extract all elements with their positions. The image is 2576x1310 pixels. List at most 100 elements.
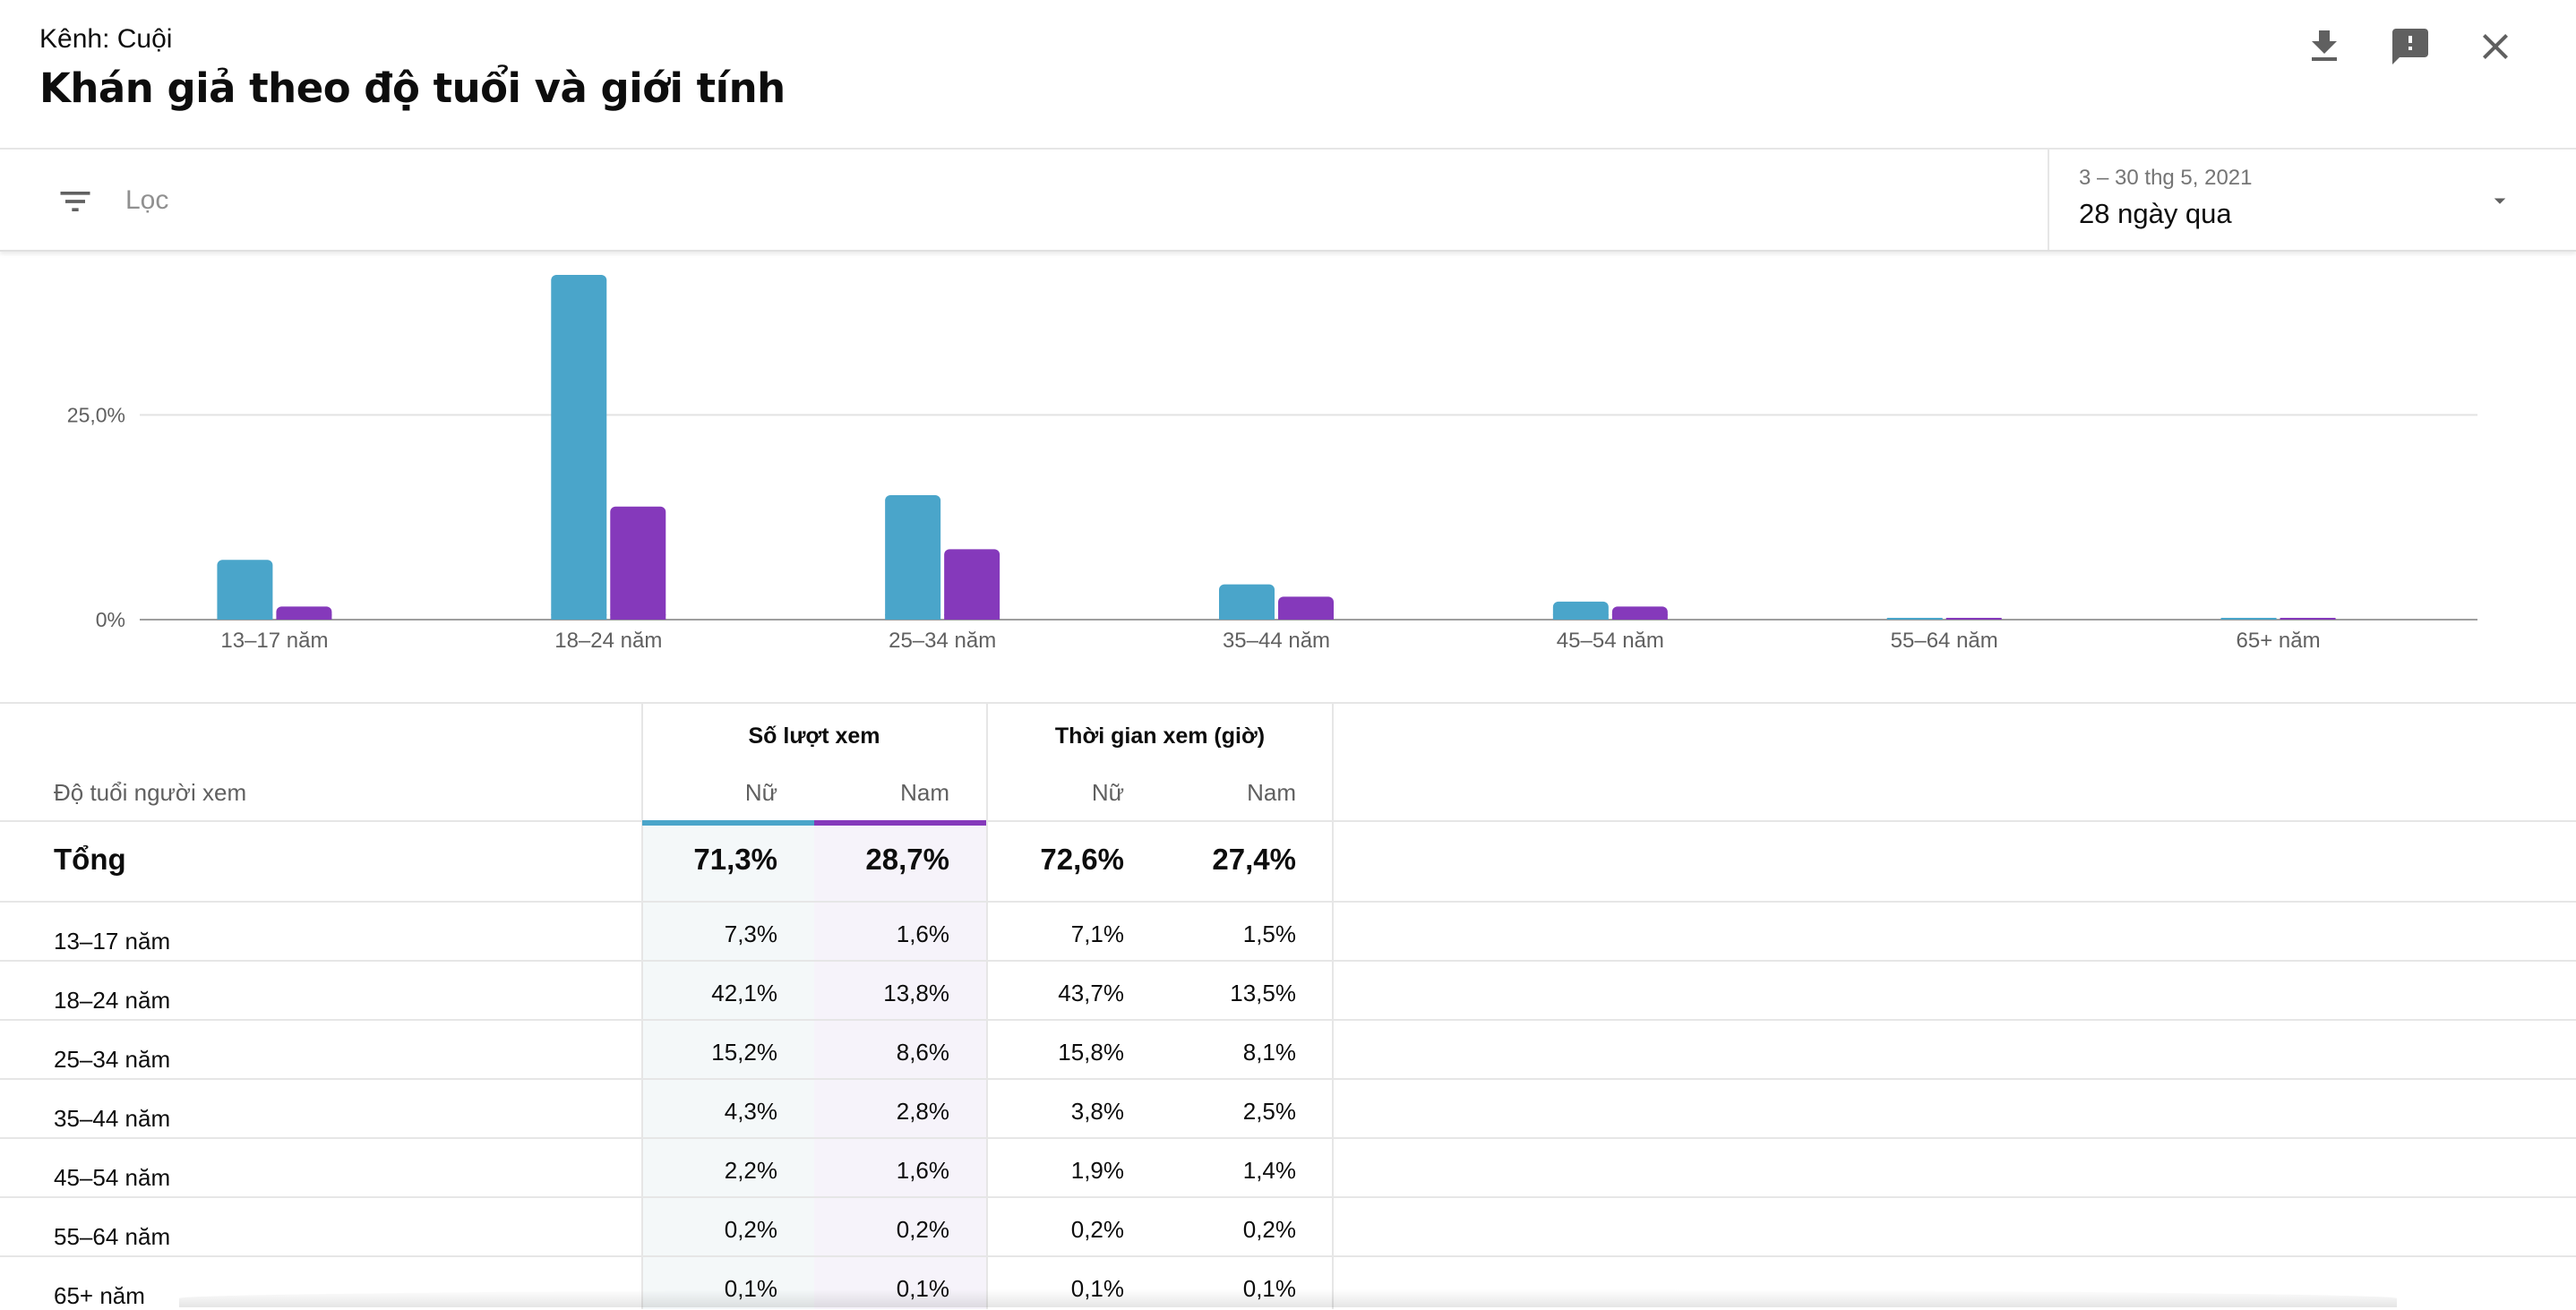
bar-male [610, 506, 666, 620]
column-divider [986, 704, 988, 1309]
table-cell: 0,2% [1242, 1216, 1296, 1243]
total-value: 72,6% [1040, 843, 1124, 876]
table-cell: 0,2% [724, 1216, 777, 1243]
table-cell: 13,5% [1230, 980, 1296, 1006]
table-cell: 8,1% [1242, 1039, 1296, 1066]
y-tick-label: 0% [96, 608, 125, 631]
row-divider [0, 901, 2576, 903]
row-divider [0, 1255, 2576, 1257]
row-label: 35–44 năm [54, 1105, 171, 1132]
table-cell: 2,8% [896, 1098, 949, 1125]
x-tick-label: 13–17 năm [220, 629, 328, 653]
bar-male-base [2280, 618, 2336, 620]
group-header-watch-time: Thời gian xem (giờ) [1054, 723, 1266, 749]
table-cell: 0,1% [724, 1275, 777, 1302]
row-divider [0, 1019, 2576, 1021]
table-cell: 0,1% [896, 1275, 949, 1302]
total-value: 28,7% [865, 843, 949, 876]
audience-table: Số lượt xem Thời gian xem (giờ) Độ tuổi ng… [0, 702, 2576, 1309]
bar-female-base [885, 614, 941, 620]
bar-male-base [1945, 618, 2002, 620]
bar-female [885, 494, 941, 620]
female-color-underline [642, 820, 814, 826]
table-cell: 7,3% [724, 920, 777, 947]
page-title: Khán giả theo độ tuổi và giới tính [39, 64, 786, 112]
row-label: 65+ năm [54, 1282, 145, 1309]
table-cell: 2,2% [724, 1157, 777, 1184]
female-views-column-bg [642, 824, 814, 1309]
bar-female [551, 275, 607, 620]
close-icon[interactable] [2474, 25, 2517, 68]
dialog-header: Kênh: Cuội Khán giả theo độ tuổi và giới… [0, 0, 2576, 149]
download-icon[interactable] [2303, 25, 2346, 68]
table-cell: 2,5% [1242, 1098, 1296, 1125]
row-label: 13–17 năm [54, 928, 171, 955]
sub-header: Nữ [1091, 779, 1124, 806]
bar-female-base [2220, 618, 2277, 620]
row-divider [0, 1137, 2576, 1139]
group-header-views: Số lượt xem [748, 723, 880, 749]
x-tick-label: 65+ năm [2237, 629, 2321, 653]
total-value: 71,3% [693, 843, 777, 876]
table-cell: 15,2% [711, 1039, 777, 1066]
x-tick-label: 55–64 năm [1891, 629, 1998, 653]
bar-female-base [217, 614, 273, 620]
bar-male-base [1611, 614, 1668, 620]
bar-female [217, 560, 273, 620]
table-cell: 43,7% [1058, 980, 1124, 1006]
row-divider [0, 1196, 2576, 1198]
total-label: Tổng [54, 843, 126, 876]
column-divider [641, 704, 643, 1309]
column-divider [1332, 704, 1334, 1309]
row-divider [0, 1078, 2576, 1080]
x-tick-label: 25–34 năm [889, 629, 996, 653]
table-cell: 42,1% [711, 980, 777, 1006]
sub-header: Nam [900, 779, 949, 806]
table-cell: 1,4% [1242, 1157, 1296, 1184]
bar-female-base [551, 614, 607, 620]
x-tick-label: 35–44 năm [1223, 629, 1330, 653]
row-label: 18–24 năm [54, 987, 171, 1014]
age-gender-bar-chart: 25,0% 0% 13–17 năm 18–24 năm 25–34 năm 35–44 … [67, 275, 2477, 653]
table-cell: 1,9% [1070, 1157, 1124, 1184]
header-divider [0, 148, 2576, 150]
table-cell: 3,8% [1070, 1098, 1124, 1125]
bar-male-base [944, 614, 1000, 620]
row-divider [0, 960, 2576, 962]
table-cell: 0,2% [1070, 1216, 1124, 1243]
date-range-text: 3 – 30 thg 5, 2021 [2079, 166, 2253, 190]
table-cell: 0,1% [1070, 1275, 1124, 1302]
date-range-picker[interactable]: 3 – 30 thg 5, 2021 28 ngày qua [2048, 150, 2576, 250]
scroll-shadow [179, 1289, 2397, 1307]
table-cell: 0,2% [896, 1216, 949, 1243]
bar-female [1219, 584, 1275, 620]
filter-input[interactable]: Lọc [125, 185, 169, 215]
total-value: 27,4% [1212, 843, 1296, 876]
row-label: 55–64 năm [54, 1223, 171, 1250]
table-cell: 15,8% [1058, 1039, 1124, 1066]
x-tick-label: 45–54 năm [1557, 629, 1664, 653]
feedback-icon[interactable] [2389, 25, 2432, 68]
filter-bar: Lọc 3 – 30 thg 5, 2021 28 ngày qua [0, 150, 2576, 252]
male-color-underline [814, 820, 986, 826]
row-header: Độ tuổi người xem [54, 779, 247, 806]
table-cell: 1,6% [896, 1157, 949, 1184]
channel-label: Kênh: Cuội [39, 24, 173, 54]
table-cell: 13,8% [883, 980, 949, 1006]
row-label: 25–34 năm [54, 1046, 171, 1073]
bar-female-base [1219, 614, 1275, 620]
table-cell: 7,1% [1070, 920, 1124, 947]
bar-female-base [1886, 618, 1943, 620]
bar-female-base [1552, 614, 1609, 620]
table-cell: 8,6% [896, 1039, 949, 1066]
sub-header: Nữ [744, 779, 777, 806]
filter-icon[interactable] [56, 182, 95, 221]
bar-male [1278, 596, 1334, 620]
male-views-column-bg [814, 824, 986, 1309]
bar-male [944, 549, 1000, 620]
table-cell: 1,5% [1242, 920, 1296, 947]
bar-male-base [610, 614, 666, 620]
header-divider [0, 820, 2576, 822]
table-cell: 1,6% [896, 920, 949, 947]
sub-header: Nam [1247, 779, 1296, 806]
